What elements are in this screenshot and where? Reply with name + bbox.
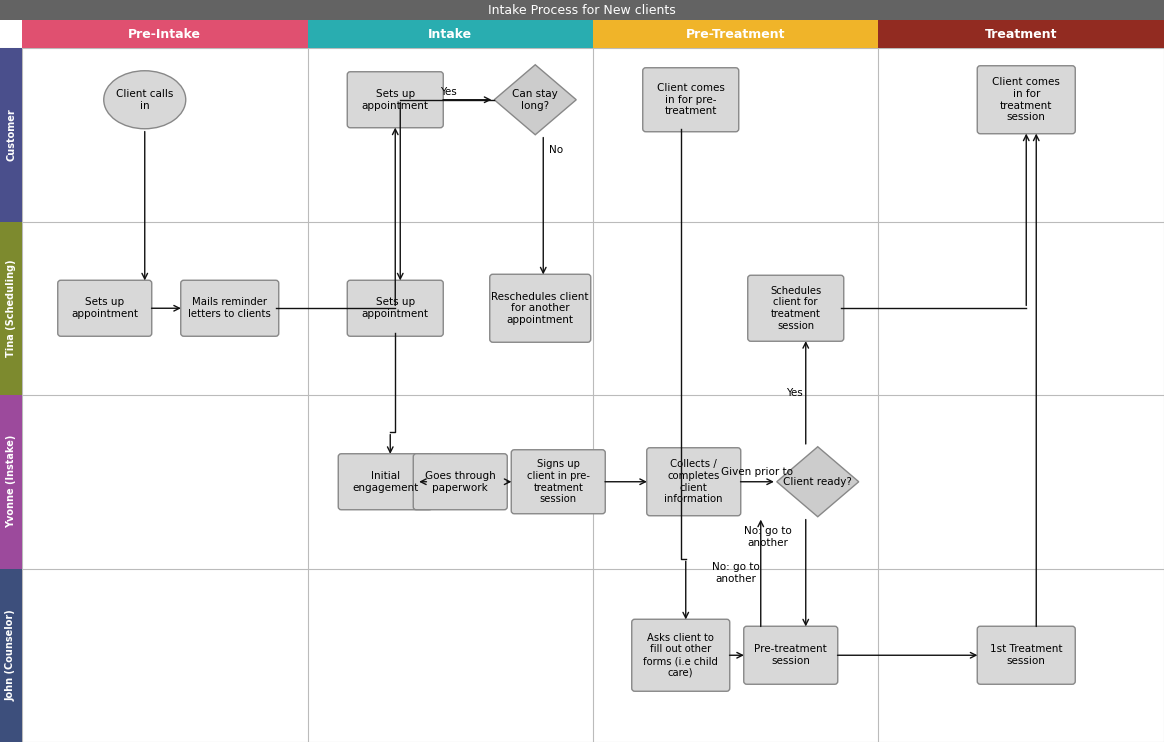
Bar bbox=[0, 222, 22, 395]
Text: Client ready?: Client ready? bbox=[783, 477, 852, 487]
Text: John (Counselor): John (Counselor) bbox=[6, 609, 16, 701]
FancyBboxPatch shape bbox=[978, 66, 1076, 134]
Polygon shape bbox=[776, 447, 859, 516]
Text: Intake: Intake bbox=[428, 27, 473, 41]
FancyBboxPatch shape bbox=[744, 626, 838, 684]
FancyBboxPatch shape bbox=[339, 454, 432, 510]
Bar bbox=[879, 20, 1164, 48]
Text: Goes through
paperwork: Goes through paperwork bbox=[425, 471, 496, 493]
Bar bbox=[0, 0, 1164, 20]
Text: Sets up
appointment: Sets up appointment bbox=[362, 298, 428, 319]
FancyBboxPatch shape bbox=[180, 280, 278, 336]
FancyBboxPatch shape bbox=[347, 72, 443, 128]
Text: Intake Process for New clients: Intake Process for New clients bbox=[488, 4, 676, 16]
Text: Client calls
in: Client calls in bbox=[116, 89, 173, 111]
FancyBboxPatch shape bbox=[511, 450, 605, 513]
FancyBboxPatch shape bbox=[643, 68, 739, 132]
Bar bbox=[307, 20, 592, 48]
Text: Customer: Customer bbox=[6, 108, 16, 161]
Text: Schedules
client for
treatment
session: Schedules client for treatment session bbox=[771, 286, 822, 331]
Text: Sets up
appointment: Sets up appointment bbox=[71, 298, 139, 319]
FancyBboxPatch shape bbox=[413, 454, 508, 510]
Text: Signs up
client in pre-
treatment
session: Signs up client in pre- treatment sessio… bbox=[527, 459, 590, 504]
Bar bbox=[0, 395, 22, 568]
Text: Mails reminder
letters to clients: Mails reminder letters to clients bbox=[189, 298, 271, 319]
Text: No: go to
another: No: go to another bbox=[712, 562, 760, 584]
Text: Yes: Yes bbox=[786, 387, 802, 398]
Text: Reschedules client
for another
appointment: Reschedules client for another appointme… bbox=[491, 292, 589, 325]
Bar bbox=[0, 48, 22, 222]
FancyBboxPatch shape bbox=[647, 447, 740, 516]
Text: Pre-treatment
session: Pre-treatment session bbox=[754, 645, 828, 666]
Text: Yvonne (Instake): Yvonne (Instake) bbox=[6, 435, 16, 528]
Text: 1st Treatment
session: 1st Treatment session bbox=[991, 645, 1063, 666]
FancyBboxPatch shape bbox=[347, 280, 443, 336]
Bar bbox=[0, 568, 22, 742]
FancyBboxPatch shape bbox=[632, 620, 730, 692]
Text: Can stay
long?: Can stay long? bbox=[512, 89, 558, 111]
FancyBboxPatch shape bbox=[978, 626, 1076, 684]
Text: Tina (Scheduling): Tina (Scheduling) bbox=[6, 260, 16, 357]
Text: Initial
engagement: Initial engagement bbox=[353, 471, 418, 493]
Bar bbox=[592, 20, 879, 48]
Text: Yes: Yes bbox=[440, 87, 457, 96]
Ellipse shape bbox=[104, 70, 186, 129]
Bar bbox=[22, 20, 307, 48]
Text: Pre-Intake: Pre-Intake bbox=[128, 27, 201, 41]
Text: Sets up
appointment: Sets up appointment bbox=[362, 89, 428, 111]
Polygon shape bbox=[495, 65, 576, 135]
FancyBboxPatch shape bbox=[490, 275, 591, 342]
FancyBboxPatch shape bbox=[58, 280, 151, 336]
Text: Client comes
in for
treatment
session: Client comes in for treatment session bbox=[993, 77, 1060, 122]
FancyBboxPatch shape bbox=[747, 275, 844, 341]
Text: Given prior to: Given prior to bbox=[722, 467, 793, 477]
Text: Collects /
completes
client
information: Collects / completes client information bbox=[665, 459, 723, 504]
Text: No: No bbox=[549, 145, 563, 155]
Text: No: go to
another: No: go to another bbox=[744, 526, 792, 548]
Text: Client comes
in for pre-
treatment: Client comes in for pre- treatment bbox=[656, 83, 725, 116]
Text: Pre-Treatment: Pre-Treatment bbox=[686, 27, 786, 41]
Text: Treatment: Treatment bbox=[985, 27, 1058, 41]
Text: Asks client to
fill out other
forms (i.e child
care): Asks client to fill out other forms (i.e… bbox=[644, 633, 718, 677]
